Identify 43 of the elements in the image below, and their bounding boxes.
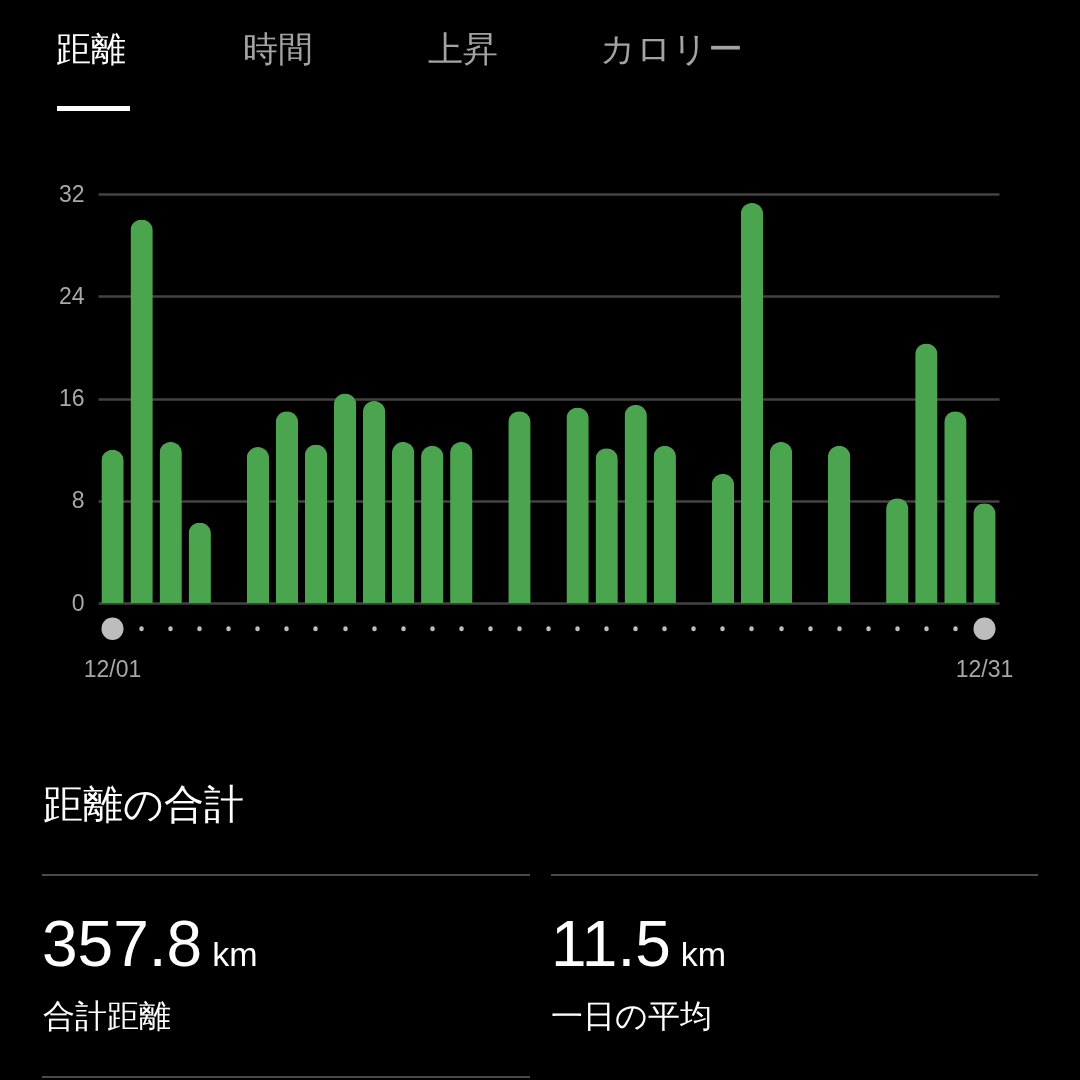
- text: 一日の平均: [551, 998, 712, 1034]
- bar: [915, 343, 938, 603]
- text: 時間: [243, 29, 313, 68]
- bar: [566, 407, 589, 603]
- bar: [769, 441, 793, 603]
- bar: [827, 445, 851, 603]
- bar: [130, 219, 153, 603]
- bar: [362, 401, 386, 603]
- bar: [246, 447, 270, 603]
- bar: [973, 503, 996, 603]
- y-tick-label: 0: [71, 589, 85, 616]
- text: 上昇: [428, 29, 498, 68]
- text: カロリー: [600, 29, 743, 68]
- x-tick-label: 12/01: [83, 656, 142, 682]
- text: km: [680, 935, 727, 973]
- bar: [333, 393, 357, 603]
- bar: [275, 411, 299, 603]
- text: 11.5: [551, 908, 671, 980]
- bar: [421, 445, 444, 603]
- bar: [159, 441, 182, 603]
- bar: [653, 445, 676, 603]
- bar: [450, 441, 473, 603]
- y-tick-label: 24: [58, 282, 85, 309]
- bar: [188, 522, 211, 603]
- bar: [886, 498, 909, 603]
- bar: [711, 473, 735, 603]
- bar: [391, 441, 415, 603]
- bar: [508, 411, 531, 603]
- text: km: [212, 935, 258, 973]
- text: 距離の合計: [43, 782, 244, 826]
- text: 357.8: [42, 908, 203, 980]
- bar: [304, 444, 328, 603]
- y-tick-label: 32: [58, 180, 85, 207]
- y-tick-label: 16: [58, 385, 85, 411]
- x-tick-label: 12/31: [955, 656, 1014, 682]
- text: 合計距離: [43, 998, 171, 1034]
- bar: [944, 411, 967, 603]
- bar: [101, 449, 124, 603]
- bar: [595, 448, 618, 603]
- bar: [624, 404, 647, 603]
- text: 距離: [56, 29, 126, 68]
- y-tick-label: 8: [71, 487, 85, 514]
- bar: [740, 202, 764, 603]
